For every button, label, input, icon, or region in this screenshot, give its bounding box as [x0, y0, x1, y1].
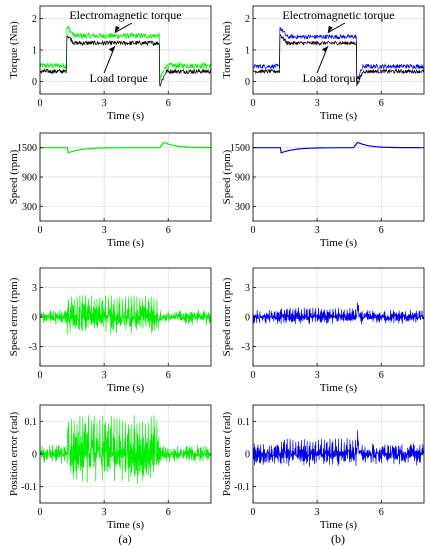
x-axis-label: Time (s) [320, 110, 358, 122]
y-tick-label: -0.1 [21, 482, 37, 493]
x-tick-label: 0 [38, 507, 43, 518]
arrow-head [327, 25, 333, 33]
x-axis-label: Time (s) [107, 237, 145, 249]
x-axis-label: Time (s) [320, 382, 358, 394]
y-axis-label: Position error (rad) [221, 412, 233, 497]
x-tick-label: 0 [38, 98, 43, 109]
series-line-green-0 [40, 25, 211, 83]
y-axis-label: Speed (rpm) [221, 149, 233, 204]
y-tick-label: 0.1 [25, 417, 38, 428]
y-axis-label: Torque (Nm) [221, 21, 233, 79]
y-tick-label: -0.1 [234, 482, 250, 493]
x-axis-label: Time (s) [107, 110, 145, 122]
x-tick-label: 6 [379, 507, 384, 518]
x-axis-label: Time (s) [320, 237, 358, 249]
x-tick-label: 0 [251, 98, 256, 109]
series-line-blue-0 [253, 430, 424, 468]
chart-a1: 0 3 6 0 1 2 Time (s) Torque (Nm) Electromagnetic… [8, 5, 212, 122]
x-tick-label: 3 [102, 98, 107, 109]
y-tick-label: 3 [245, 283, 250, 294]
x-tick-label: 0 [251, 225, 256, 236]
annotation-load-torque: Load torque [303, 71, 361, 85]
x-tick-label: 3 [102, 507, 107, 518]
x-axis-label: Time (s) [107, 382, 145, 394]
y-axis-label: Speed error (rpm) [221, 277, 233, 356]
arrow-head [321, 46, 328, 53]
x-tick-label: 0 [251, 370, 256, 381]
x-tick-label: 6 [166, 98, 171, 109]
y-tick-label: 0 [32, 450, 37, 461]
y-tick-label: 300 [22, 202, 37, 213]
y-axis-label: Speed error (rpm) [8, 277, 20, 356]
y-axis-label: Position error (rad) [8, 412, 20, 497]
x-tick-label: 0 [38, 370, 43, 381]
x-tick-label: 3 [315, 98, 320, 109]
x-tick-label: 6 [166, 225, 171, 236]
y-tick-label: 0 [245, 77, 250, 88]
y-tick-label: 900 [235, 173, 250, 184]
x-tick-label: 0 [38, 225, 43, 236]
y-axis-label: Speed (rpm) [8, 149, 20, 204]
series-line-green-0 [40, 294, 211, 335]
x-tick-label: 3 [102, 370, 107, 381]
y-tick-label: 0 [32, 77, 37, 88]
caption-b: (b) [331, 532, 345, 546]
y-tick-label: 0 [245, 313, 250, 324]
y-tick-label: 1 [245, 46, 250, 57]
series-line-green-0 [40, 141, 211, 154]
y-tick-label: 2 [245, 14, 250, 25]
annotation-arrow-electromagnetic [327, 22, 346, 34]
x-tick-label: 3 [315, 225, 320, 236]
x-tick-label: 0 [251, 507, 256, 518]
series-line-blue-0 [253, 26, 424, 81]
annotation-electromagnetic-torque: Electromagnetic torque [69, 8, 181, 22]
x-tick-label: 6 [379, 225, 384, 236]
series-line-black-1 [40, 35, 211, 87]
chart-a2: 0 3 6 300 900 1500 Time (s) Speed (rpm) [8, 132, 212, 249]
chart-b1: 0 3 6 0 1 2 Time (s) Torque (Nm) Electromagnetic… [221, 5, 425, 122]
arrow-head [108, 46, 115, 53]
y-tick-label: 1500 [17, 143, 37, 154]
y-tick-label: 1500 [230, 143, 250, 154]
series-line-green-0 [40, 415, 211, 485]
x-axis-label: Time (s) [320, 519, 358, 531]
series-line-black-1 [253, 33, 424, 87]
y-tick-label: 900 [22, 173, 37, 184]
arrow-head [114, 25, 120, 33]
x-tick-label: 3 [102, 225, 107, 236]
x-tick-label: 3 [315, 370, 320, 381]
x-tick-label: 3 [315, 507, 320, 518]
x-tick-label: 6 [379, 98, 384, 109]
y-axis-label: Torque (Nm) [8, 21, 20, 79]
chart-b2: 0 3 6 300 900 1500 Time (s) Speed (rpm) [221, 132, 425, 249]
y-tick-label: 0.1 [238, 417, 251, 428]
y-tick-label: 300 [235, 202, 250, 213]
caption-a: (a) [118, 532, 131, 546]
y-tick-label: 0 [245, 450, 250, 461]
y-tick-label: 2 [32, 14, 37, 25]
annotation-arrow-electromagnetic [114, 22, 133, 34]
x-tick-label: 6 [379, 370, 384, 381]
y-tick-label: 3 [32, 283, 37, 294]
series-line-blue-0 [253, 141, 424, 154]
series-line-blue-0 [253, 302, 424, 325]
annotation-load-torque: Load torque [90, 71, 148, 85]
x-axis-label: Time (s) [107, 519, 145, 531]
x-tick-label: 6 [166, 507, 171, 518]
chart-a4: 0 3 6 -0.1 0 0.1 Time (s) Position error (rad) [8, 404, 212, 531]
x-tick-label: 6 [166, 370, 171, 381]
y-tick-label: 0 [32, 313, 37, 324]
y-tick-label: -3 [242, 342, 250, 353]
y-tick-label: -3 [29, 342, 37, 353]
annotation-electromagnetic-torque: Electromagnetic torque [282, 8, 394, 22]
y-tick-label: 1 [32, 46, 37, 57]
chart-b4: 0 3 6 -0.1 0 0.1 Time (s) Position error (rad) [221, 404, 425, 531]
